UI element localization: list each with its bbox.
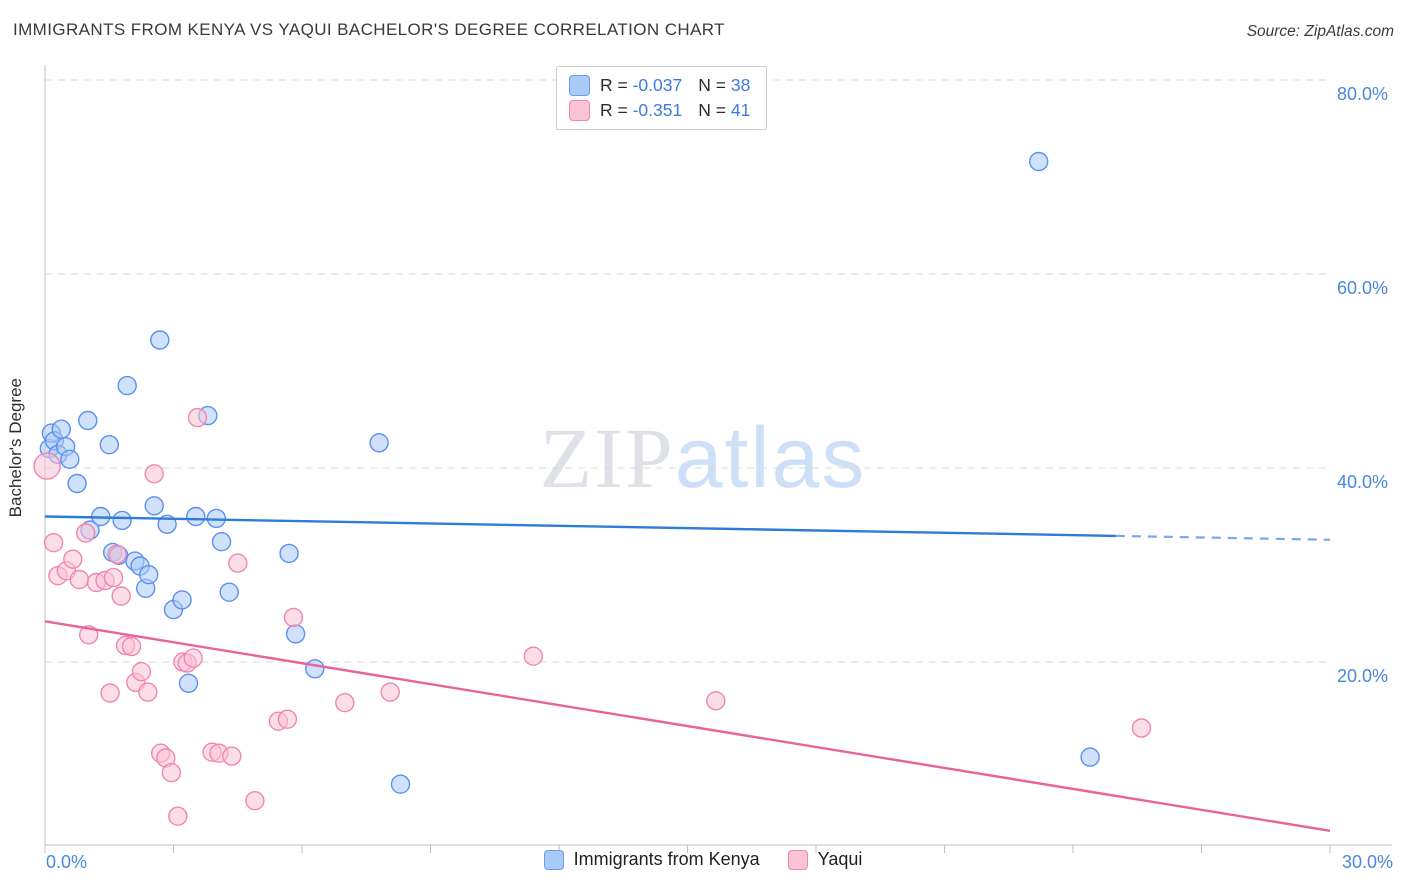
y-axis-title: Bachelor's Degree xyxy=(6,378,25,518)
watermark-atlas-text: atlas xyxy=(674,410,867,506)
n-label: N = xyxy=(698,75,726,95)
kenya-stats-row: R = -0.037 N = 38 xyxy=(569,75,750,96)
scatter-point-yaqui[interactable] xyxy=(183,648,203,668)
yaqui-stats-text: R = -0.351 N = 41 xyxy=(600,100,750,121)
scatter-point-yaqui[interactable] xyxy=(69,569,90,590)
x-axis-min-label: 0.0% xyxy=(46,852,88,872)
y-tick-20: 20.0% xyxy=(1337,666,1389,686)
scatter-point-kenya[interactable] xyxy=(150,330,170,350)
scatter-point-kenya[interactable] xyxy=(305,659,325,679)
chart-legend: Immigrants from Kenya Yaqui xyxy=(0,849,1406,870)
scatter-point-kenya[interactable] xyxy=(369,433,389,453)
scatter-point-yaqui[interactable] xyxy=(131,662,152,682)
scatter-point-yaqui[interactable] xyxy=(138,682,158,702)
yaqui-stats-row: R = -0.351 N = 41 xyxy=(569,100,750,121)
scatter-point-kenya[interactable] xyxy=(1080,747,1100,767)
legend-label-yaqui: Yaqui xyxy=(817,849,863,869)
y-tick-80: 80.0% xyxy=(1337,84,1389,104)
scatter-point-kenya[interactable] xyxy=(186,506,206,527)
scatter-point-yaqui[interactable] xyxy=(168,806,188,826)
scatter-point-kenya[interactable] xyxy=(219,582,239,602)
scatter-point-yaqui[interactable] xyxy=(706,691,726,711)
scatter-point-yaqui[interactable] xyxy=(380,682,400,702)
scatter-point-kenya[interactable] xyxy=(390,774,411,794)
scatter-point-kenya[interactable] xyxy=(285,624,306,644)
scatter-point-kenya[interactable] xyxy=(279,543,299,564)
scatter-point-yaqui[interactable] xyxy=(33,452,61,480)
source-label: Source: ZipAtlas.com xyxy=(1246,23,1394,40)
kenya-legend-swatch xyxy=(569,75,590,96)
scatter-point-yaqui[interactable] xyxy=(222,746,242,766)
scatter-point-yaqui[interactable] xyxy=(75,523,96,543)
trend-line-yaqui xyxy=(44,620,1331,832)
x-axis-max-label: 30.0% xyxy=(1341,852,1393,872)
legend-item-kenya[interactable]: Immigrants from Kenya xyxy=(543,849,760,870)
scatter-point-kenya[interactable] xyxy=(172,590,192,610)
n-value: 38 xyxy=(730,75,751,95)
scatter-point-yaqui[interactable] xyxy=(107,544,127,564)
scatter-point-yaqui[interactable] xyxy=(43,533,64,553)
scatter-point-yaqui[interactable] xyxy=(335,693,355,713)
scatter-point-yaqui[interactable] xyxy=(277,709,298,729)
yaqui-legend-swatch xyxy=(569,100,590,121)
scatter-point-yaqui[interactable] xyxy=(245,791,265,811)
r-label: R = xyxy=(600,75,628,95)
scatter-point-kenya[interactable] xyxy=(67,473,87,494)
scatter-point-kenya[interactable] xyxy=(60,449,80,469)
scatter-point-yaqui[interactable] xyxy=(523,646,543,666)
watermark-zip-text: ZIP xyxy=(539,410,675,506)
scatter-point-yaqui[interactable] xyxy=(228,553,248,573)
scatter-point-yaqui[interactable] xyxy=(121,636,142,657)
scatter-point-kenya[interactable] xyxy=(99,435,120,455)
r-value: -0.037 xyxy=(632,75,683,95)
scatter-point-kenya[interactable] xyxy=(138,565,159,585)
scatter-point-yaqui[interactable] xyxy=(187,407,208,428)
n-value: 41 xyxy=(730,100,751,120)
scatter-point-yaqui[interactable] xyxy=(161,762,182,783)
scatter-point-kenya[interactable] xyxy=(117,375,137,396)
scatter-point-kenya[interactable] xyxy=(51,419,71,439)
trend-line-dashed-kenya xyxy=(1115,534,1331,541)
scatter-point-yaqui[interactable] xyxy=(103,567,124,588)
scatter-point-kenya[interactable] xyxy=(178,673,199,693)
r-label: R = xyxy=(600,100,628,120)
n-label: N = xyxy=(698,100,726,120)
y-tick-60: 60.0% xyxy=(1337,278,1389,298)
y-tick-40: 40.0% xyxy=(1337,472,1389,492)
r-value: -0.351 xyxy=(632,100,683,120)
scatter-point-kenya[interactable] xyxy=(211,532,232,552)
kenya-stats-text: R = -0.037 N = 38 xyxy=(600,75,750,96)
scatter-point-yaqui[interactable] xyxy=(144,464,164,484)
scatter-point-kenya[interactable] xyxy=(112,510,132,531)
kenya-swatch xyxy=(543,849,564,870)
scatter-point-yaqui[interactable] xyxy=(283,607,304,628)
scatter-point-yaqui[interactable] xyxy=(63,549,83,569)
zipatlas-watermark: ZIPatlas xyxy=(0,408,1406,508)
scatter-point-kenya[interactable] xyxy=(1028,151,1049,172)
yaqui-swatch xyxy=(787,849,808,870)
scatter-point-kenya[interactable] xyxy=(78,410,98,431)
legend-item-yaqui[interactable]: Yaqui xyxy=(787,849,863,870)
scatter-point-kenya[interactable] xyxy=(144,496,164,516)
correlation-stats-box: R = -0.037 N = 38 R = -0.351 N = 41 xyxy=(556,66,768,130)
scatter-point-yaqui[interactable] xyxy=(111,586,131,606)
legend-label-kenya: Immigrants from Kenya xyxy=(573,849,760,869)
scatter-point-yaqui[interactable] xyxy=(100,683,120,703)
scatter-point-yaqui[interactable] xyxy=(1131,718,1152,738)
trend-line-kenya xyxy=(44,515,1116,538)
chart-title: IMMIGRANTS FROM KENYA VS YAQUI BACHELOR'… xyxy=(13,20,725,39)
